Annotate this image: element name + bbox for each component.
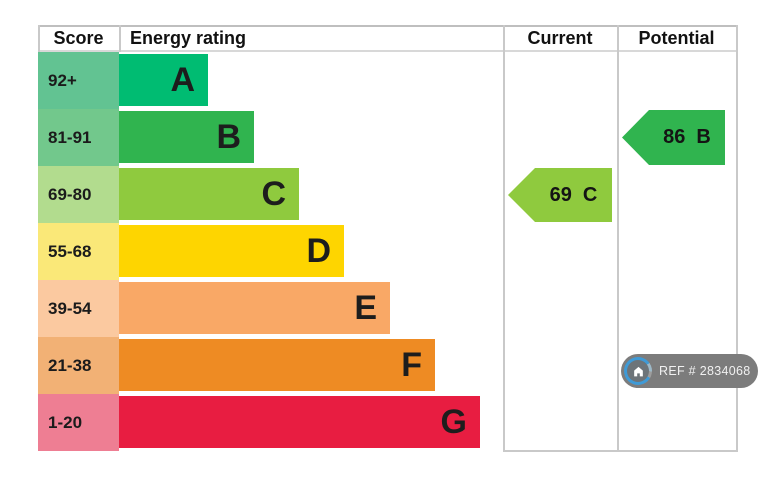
score-range-cell: 81-91 xyxy=(38,109,119,166)
rating-bar-e: E xyxy=(119,282,390,334)
band-row-c: 69-80 C xyxy=(38,166,736,223)
potential-rating-value: 86 xyxy=(663,126,686,148)
band-row-b: 81-91 B xyxy=(38,109,736,166)
current-rating-letter: C xyxy=(582,183,598,206)
potential-column-divider xyxy=(617,25,619,451)
header-current: Current xyxy=(527,27,593,48)
header-bottom-border xyxy=(38,50,737,52)
rating-bar-f: F xyxy=(119,339,435,391)
current-rating-value: 69 xyxy=(549,183,572,206)
band-row-a: 92+ A xyxy=(38,52,736,109)
band-row-g: 1-20 G xyxy=(38,394,736,451)
table-bottom-border xyxy=(503,450,738,452)
header-potential: Potential xyxy=(638,27,715,48)
header-energy-rating: Energy rating xyxy=(130,27,247,48)
house-icon xyxy=(624,357,652,385)
score-range-cell: 69-80 xyxy=(38,166,119,223)
current-column-divider xyxy=(503,25,505,451)
rating-bands: 92+ A 81-91 B 69-80 C 55-68 D 39-54 E 21… xyxy=(38,52,736,451)
rating-bar-d: D xyxy=(119,225,344,277)
score-range-cell: 39-54 xyxy=(38,280,119,337)
rating-bar-b: B xyxy=(119,111,254,163)
score-range-cell: 1-20 xyxy=(38,394,119,451)
score-range-cell: 92+ xyxy=(38,52,119,109)
score-range-cell: 21-38 xyxy=(38,337,119,394)
score-range-cell: 55-68 xyxy=(38,223,119,280)
table-top-border xyxy=(38,25,737,27)
header-left-border xyxy=(38,25,40,52)
band-row-f: 21-38 F xyxy=(38,337,736,394)
rating-bar-a: A xyxy=(119,54,208,106)
ref-badge: REF # 2834068 xyxy=(621,354,758,388)
potential-rating-letter: B xyxy=(696,126,711,148)
band-row-d: 55-68 D xyxy=(38,223,736,280)
rating-bar-c: C xyxy=(119,168,299,220)
header-score: Score xyxy=(53,27,104,48)
ref-badge-label: REF # 2834068 xyxy=(659,364,751,378)
rating-bar-g: G xyxy=(119,396,480,448)
table-right-border xyxy=(736,25,738,451)
band-row-e: 39-54 E xyxy=(38,280,736,337)
score-column-divider xyxy=(119,25,121,52)
